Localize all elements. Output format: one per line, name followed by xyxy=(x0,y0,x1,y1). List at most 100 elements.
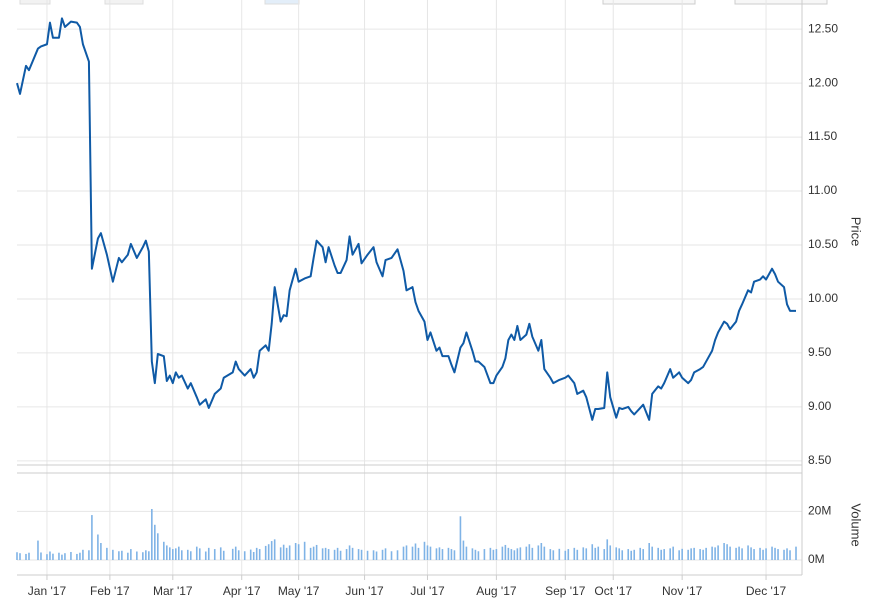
y-tick-label: 12.00 xyxy=(808,75,838,89)
volume-bar xyxy=(189,551,192,560)
volume-bar xyxy=(441,549,444,560)
volume-bar xyxy=(765,548,767,560)
volume-bar xyxy=(58,552,60,560)
volume-bar xyxy=(219,547,222,560)
volume-bar xyxy=(630,550,633,560)
volume-bar xyxy=(438,547,441,560)
volume-bar xyxy=(282,544,285,560)
button[interactable] xyxy=(19,0,51,5)
volume-bar xyxy=(25,553,27,560)
volume-bar xyxy=(357,549,360,560)
volume-bar xyxy=(127,552,129,560)
volume-bar xyxy=(136,551,138,560)
volume-bar xyxy=(405,545,408,560)
volume-bar xyxy=(106,547,108,560)
x-tick-label: Apr '17 xyxy=(223,584,261,598)
toolbar-remnants xyxy=(19,0,828,5)
volume-bar xyxy=(735,547,737,560)
volume-bar xyxy=(552,550,555,560)
volume-bar xyxy=(273,539,276,560)
volume-bar xyxy=(333,549,336,560)
volume-bar xyxy=(231,548,234,560)
y-tick-label: 9.50 xyxy=(808,345,832,359)
button[interactable] xyxy=(104,0,144,5)
volume-bar xyxy=(519,547,522,560)
volume-bar xyxy=(747,545,749,560)
button[interactable] xyxy=(264,0,300,5)
volume-bar xyxy=(594,547,597,560)
volume-bar xyxy=(402,546,405,560)
volume-bar xyxy=(672,546,674,560)
volume-bar xyxy=(112,549,114,560)
volume-bar xyxy=(633,549,636,560)
volume-bar xyxy=(130,549,132,560)
volume-bar xyxy=(255,547,258,560)
volume-bar xyxy=(303,541,306,560)
price-line xyxy=(16,17,797,421)
y-tick-label: 12.50 xyxy=(808,21,838,35)
volume-bar xyxy=(324,547,327,560)
volume-bar xyxy=(549,549,552,560)
x-tick-label: Jan '17 xyxy=(28,584,67,598)
volume-bar xyxy=(711,546,713,560)
volume-bar xyxy=(372,550,375,560)
volume-bar xyxy=(198,548,201,560)
volume-bar xyxy=(213,549,216,560)
volume-bar xyxy=(660,549,662,560)
volume-bar xyxy=(777,549,779,560)
volume-bar xyxy=(528,544,531,560)
volume-bar xyxy=(174,548,177,560)
volume-bar xyxy=(177,546,180,560)
volume-bar xyxy=(64,553,66,560)
volume-bar xyxy=(705,547,707,560)
volume-bar xyxy=(360,549,363,560)
volume-bar xyxy=(121,550,123,560)
volume-bar xyxy=(693,547,695,560)
x-tick-label: Jul '17 xyxy=(410,584,445,598)
y-tick-label: 11.00 xyxy=(808,183,837,197)
volume-bar xyxy=(537,545,540,560)
volume-bar xyxy=(204,551,207,560)
y-tick-label: 20M xyxy=(808,504,831,518)
volume-bar xyxy=(627,549,630,560)
volume-bar xyxy=(507,547,510,560)
volume-bar xyxy=(145,550,147,560)
volume-bar xyxy=(426,545,429,560)
volume-bar xyxy=(435,548,438,560)
volume-bar xyxy=(315,544,318,560)
volume-bar xyxy=(157,533,159,560)
y-tick-label: 10.00 xyxy=(808,291,838,305)
volume-bar xyxy=(429,546,432,560)
volume-bar xyxy=(366,550,369,560)
input[interactable] xyxy=(734,0,828,5)
volume-bar xyxy=(648,543,650,560)
x-tick-label: Mar '17 xyxy=(153,584,193,598)
volume-bar xyxy=(70,551,72,560)
volume-bar xyxy=(396,550,399,560)
volume-bar xyxy=(690,548,692,560)
volume-bar xyxy=(609,545,612,560)
volume-bar xyxy=(582,547,585,560)
volume-bar xyxy=(483,549,486,560)
volume-bar xyxy=(312,546,315,560)
x-tick-label: Oct '17 xyxy=(594,584,632,598)
input[interactable] xyxy=(602,0,696,5)
volume-bar xyxy=(285,547,288,560)
volume-bar xyxy=(771,546,773,560)
volume-bar xyxy=(52,553,54,560)
volume-bar xyxy=(97,534,99,560)
volume-bar xyxy=(28,552,30,560)
volume-bar xyxy=(258,549,261,560)
volume-bar xyxy=(417,547,420,560)
volume-bar xyxy=(729,546,731,560)
volume-bar xyxy=(525,546,528,560)
volume-bar xyxy=(576,549,579,560)
x-tick-label: Nov '17 xyxy=(662,584,703,598)
volume-bar xyxy=(726,544,728,560)
volume-bar xyxy=(642,549,645,560)
volume-bar xyxy=(381,549,384,560)
volume-bar xyxy=(279,547,282,560)
volume-bar xyxy=(639,547,642,560)
volume-bar xyxy=(531,547,534,560)
volume-bar xyxy=(489,547,492,560)
